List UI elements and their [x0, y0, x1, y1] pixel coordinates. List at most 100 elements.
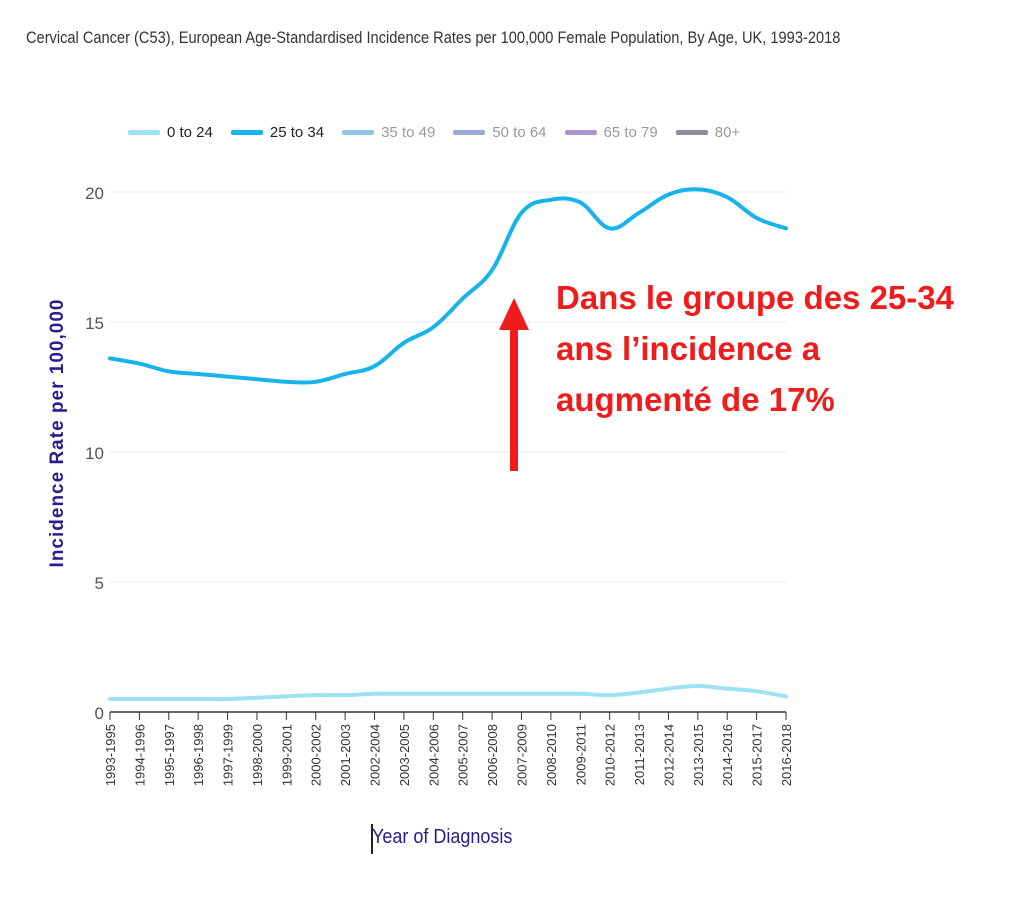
data-point: [637, 211, 641, 215]
annotation-line-2: ans l’incidence a: [556, 330, 821, 367]
x-tick-label: 2010-2012: [603, 724, 618, 786]
data-point: [343, 693, 347, 697]
legend-swatch: [230, 129, 263, 135]
data-point: [137, 697, 141, 701]
legend-item-4[interactable]: 50 to 64: [453, 124, 547, 141]
x-tick-label: 2009-2011: [573, 724, 588, 785]
data-point: [666, 193, 670, 197]
data-point: [314, 693, 318, 697]
annotation-arrow-head: [499, 298, 529, 330]
annotation-text: Dans le groupe des 25-34 ans l’incidence…: [556, 272, 954, 425]
data-point: [608, 226, 612, 230]
legend-swatch: [564, 129, 597, 135]
legend-label: 80+: [714, 123, 741, 141]
data-point: [196, 697, 200, 701]
data-point: [226, 697, 230, 701]
x-tick-label: 1993-1995: [103, 724, 118, 786]
x-tick-label: 2015-2017: [750, 724, 765, 786]
data-point: [696, 684, 700, 688]
legend-item-6[interactable]: 80+: [675, 123, 741, 141]
x-tick-label: 2002-2004: [368, 724, 383, 786]
chart-legend: 0 to 24 25 to 34 35 to 49 50 to 64 65 to 79 8…: [128, 121, 758, 143]
legend-item-5[interactable]: 65 to 79: [564, 123, 658, 141]
x-tick-label: 1999-2001: [279, 724, 294, 786]
legend-item-3[interactable]: 35 to 49: [342, 124, 435, 141]
data-point: [461, 692, 465, 696]
data-point: [196, 372, 200, 376]
data-point: [402, 692, 406, 696]
x-tick-label: 2008-2010: [544, 724, 559, 786]
data-point: [284, 380, 288, 384]
data-point: [696, 187, 700, 191]
data-point: [137, 362, 141, 366]
data-point: [666, 687, 670, 691]
data-point: [343, 372, 347, 376]
data-point: [431, 325, 435, 329]
y-tick-label: 5: [95, 574, 104, 593]
y-axis-label: Incidence Rate per 100,000: [47, 298, 68, 568]
x-tick-label: 2007-2009: [514, 724, 529, 786]
legend-swatch: [675, 129, 708, 135]
x-tick-label: 2016-2018: [779, 724, 794, 786]
x-axis-label: Year of Diagnosis: [372, 826, 513, 848]
x-tick-label: 1994-1996: [132, 724, 147, 786]
annotation-line-1: Dans le groupe des 25-34: [556, 279, 954, 316]
data-point: [519, 692, 523, 696]
x-tick-label: 1998-2000: [250, 724, 265, 786]
x-tick-label: 2004-2006: [426, 724, 441, 786]
x-tick-label: 2014-2016: [720, 724, 735, 786]
data-point: [608, 693, 612, 697]
legend-swatch: [342, 129, 375, 135]
legend-swatch: [453, 129, 486, 135]
chart-title: Cervical Cancer (C53), European Age-Stan…: [26, 28, 841, 47]
y-tick-label: 0: [95, 704, 104, 723]
legend-label: 35 to 49: [381, 123, 436, 141]
x-tick-label: 1996-1998: [191, 724, 206, 786]
data-point: [314, 380, 318, 384]
data-point: [490, 692, 494, 696]
data-point: [549, 692, 553, 696]
data-point: [725, 195, 729, 199]
data-point: [755, 216, 759, 220]
y-tick-label: 10: [85, 444, 104, 463]
data-point: [725, 687, 729, 691]
legend-label: 65 to 79: [603, 123, 658, 141]
data-point: [431, 692, 435, 696]
data-point: [167, 697, 171, 701]
data-point: [637, 691, 641, 695]
data-point: [578, 692, 582, 696]
x-tick-label: 1997-1999: [221, 724, 236, 786]
legend-item-2[interactable]: 25 to 34: [230, 123, 325, 141]
data-point: [578, 200, 582, 204]
annotation-line-3: augmenté de 17%: [556, 381, 835, 418]
legend-label: 25 to 34: [269, 123, 325, 141]
series-line-1: [108, 684, 788, 702]
data-point: [519, 211, 523, 215]
x-tick-label: 2006-2008: [485, 724, 500, 786]
x-tick-label: 2005-2007: [456, 724, 471, 786]
x-tick-label: 2013-2015: [691, 724, 706, 786]
series-line-2: [108, 187, 788, 385]
legend-label: 0 to 24: [167, 123, 213, 141]
data-point: [461, 297, 465, 301]
data-point: [255, 377, 259, 381]
data-point: [108, 697, 112, 701]
y-tick-label: 15: [85, 314, 104, 333]
data-point: [373, 692, 377, 696]
data-point: [108, 356, 112, 360]
data-point: [226, 375, 230, 379]
text-cursor: [371, 824, 373, 854]
y-tick-label: 20: [85, 184, 104, 203]
x-tick-label: 1995-1997: [162, 724, 177, 786]
x-tick-label: 2003-2005: [397, 724, 412, 786]
data-point: [784, 694, 788, 698]
x-tick-label: 2000-2002: [309, 724, 324, 786]
data-point: [755, 689, 759, 693]
data-point: [402, 341, 406, 345]
legend-item-1[interactable]: 0 to 24: [128, 124, 213, 141]
data-point: [284, 694, 288, 698]
data-point: [490, 268, 494, 272]
x-tick-label: 2001-2003: [338, 724, 353, 786]
data-point: [373, 364, 377, 368]
